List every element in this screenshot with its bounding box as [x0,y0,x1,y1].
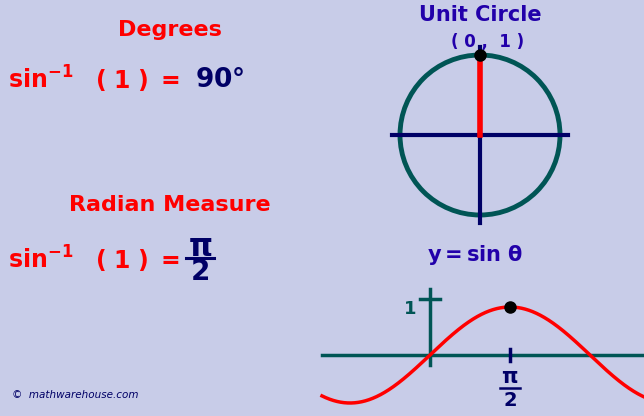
Text: $\mathbf{sin^{-1}}$: $\mathbf{sin^{-1}}$ [8,246,73,274]
Text: $\mathbf{\pi}$: $\mathbf{\pi}$ [188,233,212,262]
Text: $\mathbf{( \ 1 \ ) \ =}$: $\mathbf{( \ 1 \ ) \ =}$ [95,247,180,273]
Text: Degrees: Degrees [118,20,222,40]
Text: 1: 1 [404,300,416,318]
Text: $\mathbf{sin^{-1}}$: $\mathbf{sin^{-1}}$ [8,67,73,94]
Text: $\mathbf{2}$: $\mathbf{2}$ [191,258,209,286]
Text: Unit Circle: Unit Circle [419,5,542,25]
Text: $\mathbf{\pi}$: $\mathbf{\pi}$ [502,367,518,387]
Text: $\mathbf{2}$: $\mathbf{2}$ [503,391,517,411]
Text: $\mathbf{y = sin\ \theta}$: $\mathbf{y = sin\ \theta}$ [427,243,523,267]
Text: ( 0 ,  1 ): ( 0 , 1 ) [451,33,525,51]
Text: $\mathbf{90°}$: $\mathbf{90°}$ [195,67,245,93]
Text: Radian Measure: Radian Measure [69,195,271,215]
Text: $\mathbf{( \ 1 \ ) \ =}$: $\mathbf{( \ 1 \ ) \ =}$ [95,67,180,93]
Text: ©  mathwarehouse.com: © mathwarehouse.com [12,390,138,400]
